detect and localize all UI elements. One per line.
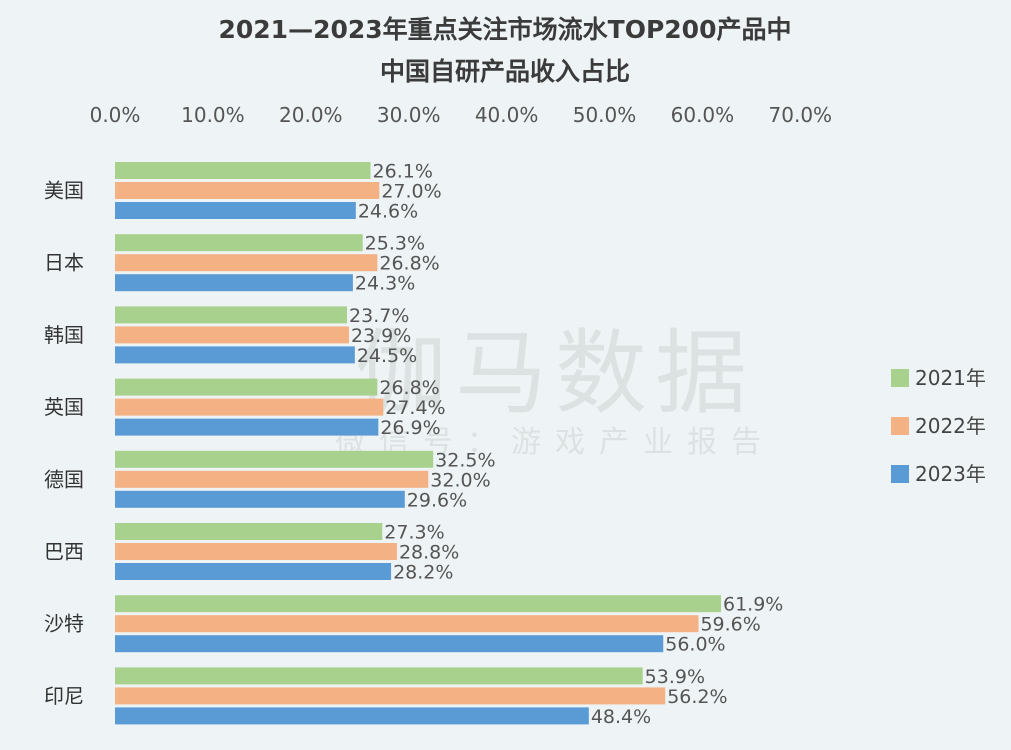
x-tick-label: 10.0%: [181, 103, 245, 127]
legend-swatch: [891, 369, 909, 387]
data-label: 29.6%: [407, 489, 467, 511]
x-tick-label: 50.0%: [573, 103, 637, 127]
x-tick-label: 0.0%: [90, 103, 141, 127]
bar: [115, 378, 378, 396]
legend-swatch: [891, 465, 909, 483]
bar: [115, 418, 379, 436]
data-label: 27.4%: [385, 397, 445, 419]
legend-swatch: [891, 417, 909, 435]
bar: [115, 306, 348, 324]
data-label: 26.9%: [380, 417, 440, 439]
data-label: 26.8%: [379, 377, 439, 399]
bar: [115, 595, 722, 613]
bar: [115, 274, 353, 292]
watermark: 伽马数据 微信号：游戏产业报告: [335, 320, 761, 460]
data-label: 24.5%: [357, 345, 417, 367]
x-tick-label: 40.0%: [475, 103, 539, 127]
data-label: 27.0%: [381, 181, 441, 203]
x-tick-label: 20.0%: [279, 103, 343, 127]
bar: [115, 563, 392, 580]
watermark-main: 伽马数据: [355, 320, 755, 427]
category-label: 美国: [44, 179, 84, 203]
bar: [115, 346, 355, 364]
bar: [115, 707, 589, 725]
bar: [115, 490, 405, 508]
bar: [115, 450, 434, 468]
bar: [115, 234, 363, 252]
bars: [115, 162, 722, 725]
bar: [115, 667, 643, 685]
x-tick-label: 70.0%: [769, 103, 833, 127]
bar: [115, 182, 380, 199]
legend-label: 2022年: [915, 414, 986, 438]
data-label: 48.4%: [591, 706, 651, 728]
data-label: 28.2%: [393, 562, 453, 584]
x-tick-label: 30.0%: [377, 103, 441, 127]
bar: [115, 162, 371, 179]
data-label: 32.0%: [430, 469, 490, 491]
bar: [115, 687, 666, 705]
x-axis: 0.0% 10.0% 20.0% 30.0% 40.0% 50.0% 60.0% 70.0%: [90, 103, 832, 127]
legend: 2021年 2022年 2023年: [891, 366, 986, 486]
bar: [115, 470, 429, 488]
data-label: 26.1%: [373, 161, 433, 183]
data-label: 25.3%: [365, 233, 425, 255]
data-label: 56.2%: [667, 686, 727, 708]
legend-label: 2023年: [915, 462, 986, 486]
data-label: 56.0%: [665, 634, 725, 656]
data-label: 23.7%: [349, 305, 409, 327]
bar: [115, 543, 397, 560]
data-label: 27.3%: [384, 522, 444, 544]
category-label: 巴西: [44, 540, 84, 564]
category-label: 韩国: [44, 323, 84, 347]
category-label: 印尼: [44, 684, 84, 708]
data-label: 26.8%: [379, 253, 439, 275]
category-label: 英国: [44, 395, 84, 419]
x-tick-label: 60.0%: [671, 103, 735, 127]
data-label: 23.9%: [351, 325, 411, 347]
data-label: 59.6%: [700, 614, 760, 636]
bar: [115, 635, 664, 653]
legend-label: 2021年: [915, 366, 986, 390]
data-label: 32.5%: [435, 449, 495, 471]
chart-title-line2: 中国自研产品收入占比: [380, 57, 630, 86]
chart-title-line1: 2021—2023年重点关注市场流水TOP200产品中: [219, 15, 792, 44]
bar: [115, 326, 349, 344]
category-label: 沙特: [44, 612, 84, 636]
bar: [115, 254, 378, 272]
bar: [115, 398, 384, 416]
data-label: 53.9%: [645, 666, 705, 688]
category-label: 德国: [44, 467, 84, 491]
data-label: 28.8%: [399, 542, 459, 564]
data-labels: 26.1%27.0%24.6%25.3%26.8%24.3%23.7%23.9%…: [349, 161, 783, 728]
category-label: 日本: [44, 251, 84, 275]
bar: [115, 202, 356, 219]
data-label: 61.9%: [723, 594, 783, 616]
bar: [115, 615, 699, 633]
data-label: 24.3%: [355, 273, 415, 295]
bar: [115, 523, 383, 540]
data-label: 24.6%: [358, 201, 418, 223]
